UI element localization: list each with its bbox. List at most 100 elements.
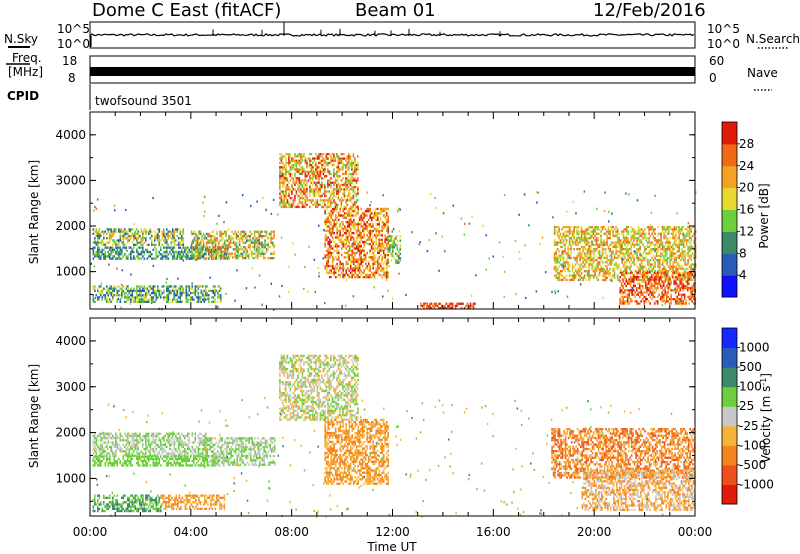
range-cell bbox=[588, 232, 590, 235]
range-cell bbox=[351, 223, 353, 226]
range-cell bbox=[312, 177, 314, 180]
range-cell bbox=[229, 246, 232, 249]
range-cell bbox=[577, 243, 580, 246]
range-cell bbox=[303, 153, 305, 156]
range-cell bbox=[620, 295, 623, 299]
range-cell bbox=[573, 248, 575, 251]
range-cell bbox=[392, 241, 394, 244]
range-cell bbox=[198, 243, 200, 247]
range-cell bbox=[322, 164, 325, 167]
range-cell bbox=[676, 295, 678, 299]
range-cell bbox=[217, 250, 220, 253]
range-cell bbox=[125, 285, 128, 288]
range-cell bbox=[339, 276, 341, 279]
range-cell bbox=[609, 234, 611, 238]
range-cell bbox=[370, 249, 373, 252]
range-cell bbox=[646, 243, 649, 246]
range-cell bbox=[241, 257, 244, 260]
range-cell bbox=[337, 269, 340, 272]
range-cell bbox=[333, 221, 335, 224]
range-cell bbox=[118, 239, 120, 242]
range-cell bbox=[369, 267, 371, 270]
range-cell bbox=[351, 276, 353, 279]
range-cell bbox=[364, 260, 367, 263]
range-cell bbox=[342, 168, 344, 171]
range-cell bbox=[576, 232, 578, 235]
range-cell bbox=[583, 230, 586, 233]
range-cell bbox=[360, 221, 362, 224]
range-cell bbox=[580, 239, 583, 242]
range-cell bbox=[670, 300, 672, 303]
range-cell bbox=[351, 201, 353, 204]
range-cell bbox=[346, 179, 349, 182]
range-cell bbox=[127, 237, 129, 240]
range-cell bbox=[232, 237, 235, 240]
range-cell bbox=[660, 274, 662, 277]
range-cell bbox=[670, 302, 672, 305]
range-cell bbox=[136, 285, 138, 288]
range-cell bbox=[334, 181, 337, 184]
range-cell bbox=[634, 291, 636, 294]
range-cell bbox=[661, 276, 663, 279]
range-cell bbox=[271, 230, 274, 233]
range-cell bbox=[631, 237, 634, 240]
range-cell bbox=[561, 245, 563, 249]
range-cell bbox=[630, 234, 632, 238]
range-cell bbox=[143, 237, 146, 240]
range-cell bbox=[322, 199, 325, 202]
range-cell bbox=[370, 271, 373, 274]
range-cell bbox=[163, 250, 165, 254]
range-cell bbox=[669, 256, 671, 260]
range-cell bbox=[355, 260, 358, 263]
range-cell bbox=[354, 225, 356, 228]
range-cell bbox=[234, 248, 236, 251]
range-cell bbox=[379, 273, 382, 277]
range-cell bbox=[382, 267, 385, 270]
range-cell bbox=[671, 276, 674, 279]
range-cell bbox=[107, 237, 110, 240]
range-cell bbox=[468, 307, 470, 310]
range-cell bbox=[345, 199, 347, 202]
range-cell bbox=[312, 190, 314, 193]
range-cell bbox=[149, 255, 152, 258]
range-cell bbox=[369, 229, 371, 233]
range-cell bbox=[597, 250, 599, 253]
range-cell bbox=[678, 248, 680, 251]
range-cell bbox=[348, 256, 350, 259]
range-cell bbox=[310, 177, 313, 180]
range-cell bbox=[645, 256, 647, 260]
range-cell bbox=[351, 210, 353, 213]
range-cell bbox=[598, 261, 601, 264]
range-cell bbox=[167, 230, 170, 233]
range-cell bbox=[652, 230, 655, 233]
range-cell bbox=[559, 274, 562, 277]
range-cell bbox=[298, 172, 301, 176]
range-cell bbox=[615, 226, 617, 229]
range-cell bbox=[148, 250, 150, 254]
range-cell bbox=[652, 278, 654, 281]
range-cell bbox=[351, 214, 353, 217]
range-cell bbox=[346, 262, 349, 266]
range-cell bbox=[331, 238, 334, 241]
range-cell bbox=[170, 243, 173, 246]
range-cell bbox=[685, 241, 688, 244]
range-cell bbox=[126, 298, 129, 301]
range-cell bbox=[291, 164, 293, 167]
range-cell bbox=[367, 260, 370, 263]
range-cell bbox=[354, 240, 356, 244]
range-cell bbox=[336, 258, 338, 261]
range-cell bbox=[664, 300, 666, 303]
range-cell bbox=[657, 270, 659, 273]
range-cell bbox=[636, 232, 638, 235]
range-cell bbox=[482, 224, 484, 227]
range-cell bbox=[561, 256, 563, 260]
range-cell bbox=[674, 300, 677, 303]
range-cell bbox=[375, 243, 377, 246]
range-cell bbox=[567, 261, 569, 264]
range-cell bbox=[662, 289, 665, 292]
range-cell bbox=[307, 199, 310, 202]
range-cell bbox=[331, 265, 334, 268]
range-cell bbox=[360, 216, 362, 219]
range-cell bbox=[172, 289, 174, 292]
range-cell bbox=[561, 278, 563, 282]
